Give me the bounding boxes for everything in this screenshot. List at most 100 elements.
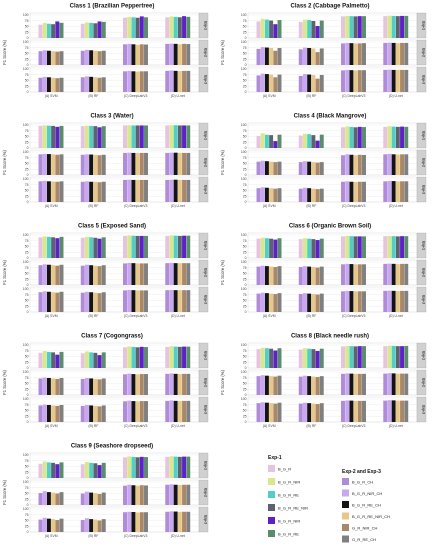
bar xyxy=(51,519,56,532)
bar xyxy=(264,293,269,312)
bar xyxy=(182,70,187,92)
bar xyxy=(395,346,400,368)
bar xyxy=(177,152,182,175)
legend-swatch xyxy=(268,504,275,511)
y-tick-label: 75 xyxy=(243,349,247,353)
bar xyxy=(404,373,409,395)
bar xyxy=(298,188,303,202)
bar xyxy=(387,373,392,395)
facet-strip-label: Exp-1 xyxy=(204,461,208,470)
bar xyxy=(404,236,409,258)
bar xyxy=(46,404,51,422)
bar xyxy=(362,70,366,92)
bar xyxy=(80,126,85,148)
bar xyxy=(186,179,191,202)
bar xyxy=(362,373,366,395)
bar xyxy=(97,77,102,92)
bar xyxy=(264,19,269,38)
bar xyxy=(319,134,324,148)
x-tick-label: (B) RF xyxy=(88,204,98,208)
bar xyxy=(93,493,98,505)
bar xyxy=(51,292,56,312)
y-tick-label: 100 xyxy=(241,260,247,264)
y-tick-label: 0 xyxy=(245,283,247,287)
bar xyxy=(182,456,187,478)
y-tick-label: 100 xyxy=(23,177,29,181)
panel-title: Class 5 (Exposed Sand) xyxy=(78,224,146,230)
bar xyxy=(387,153,392,175)
bar xyxy=(127,346,132,368)
bar xyxy=(59,377,64,395)
bar xyxy=(311,135,316,148)
panel-title: Class 1 (Brazilian Peppertree) xyxy=(70,4,155,10)
bar xyxy=(256,75,261,92)
bar xyxy=(319,293,324,312)
bar xyxy=(298,376,303,395)
facet-strip xyxy=(198,506,209,533)
bar xyxy=(93,378,98,395)
bar xyxy=(311,403,316,422)
bar xyxy=(383,181,388,202)
bar xyxy=(38,24,43,38)
bar xyxy=(260,375,265,395)
bar xyxy=(315,140,320,148)
bar xyxy=(38,265,43,285)
bar xyxy=(131,152,136,175)
bar xyxy=(260,160,265,175)
bar xyxy=(341,43,345,65)
bar xyxy=(269,47,274,65)
bar xyxy=(97,406,102,422)
bar xyxy=(101,492,106,505)
bar xyxy=(127,16,132,38)
bar xyxy=(404,154,409,175)
panel-class-2: Class 2 (Cabbage Palmetto) F1 Score (%) 0 2… xyxy=(220,4,427,98)
y-tick-label: 100 xyxy=(23,150,29,154)
bar xyxy=(182,235,187,258)
bar xyxy=(256,403,261,422)
bar xyxy=(256,136,261,148)
bar xyxy=(273,162,278,175)
facet-strip xyxy=(198,232,209,259)
bar xyxy=(319,238,324,258)
bar xyxy=(89,76,94,92)
bar xyxy=(311,239,316,258)
bar xyxy=(59,492,64,505)
bar xyxy=(395,43,400,65)
bar xyxy=(182,263,187,285)
x-tick-label: (D) U-net xyxy=(171,534,185,538)
bar xyxy=(400,15,405,38)
bar xyxy=(311,162,316,175)
bar xyxy=(46,518,51,532)
bar xyxy=(404,181,409,202)
bar xyxy=(349,400,354,422)
y-tick-label: 25 xyxy=(25,84,29,88)
bar xyxy=(101,405,106,422)
y-tick-label: 50 xyxy=(243,79,247,83)
bar xyxy=(391,345,396,368)
legend-title-exp1: Exp-1 xyxy=(268,455,282,461)
bar xyxy=(182,43,187,65)
y-tick-label: 0 xyxy=(27,530,29,534)
bar xyxy=(169,152,174,175)
bar xyxy=(123,125,127,148)
y-tick-label: 100 xyxy=(241,13,247,17)
bar xyxy=(269,20,274,38)
bar xyxy=(260,18,265,38)
bar xyxy=(353,373,358,395)
bar xyxy=(349,236,354,258)
bar xyxy=(345,69,350,92)
legend-label: B_G_R_RE_NIR xyxy=(278,506,308,511)
bar xyxy=(169,125,174,148)
bar xyxy=(186,484,191,505)
bar xyxy=(59,181,64,202)
bar xyxy=(169,511,174,532)
bar xyxy=(173,235,178,258)
bar xyxy=(277,161,282,175)
y-tick-label: 50 xyxy=(25,272,29,276)
bar xyxy=(264,161,269,175)
bar xyxy=(127,43,132,65)
bar xyxy=(42,350,47,368)
